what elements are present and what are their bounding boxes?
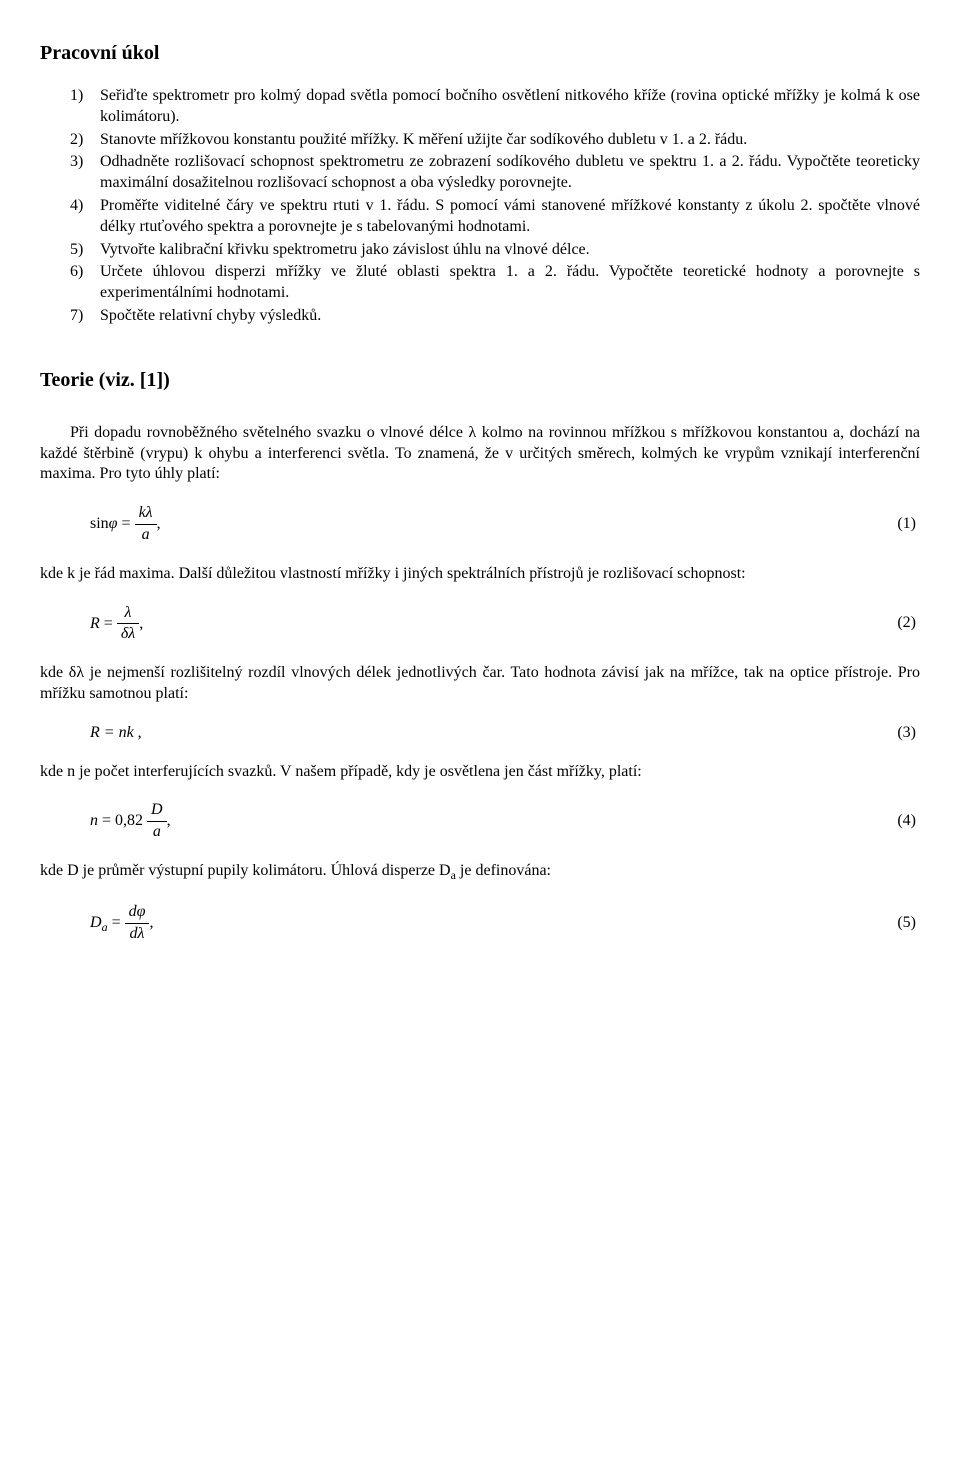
eq5-numerator: dφ — [125, 902, 150, 923]
task-number: 5) — [70, 240, 83, 261]
eq1-equals: = — [122, 515, 131, 532]
task-item: 6) Určete úhlovou disperzi mřížky ve žlu… — [70, 262, 920, 304]
task-number: 4) — [70, 196, 83, 217]
task-text: Určete úhlovou disperzi mřížky ve žluté … — [100, 263, 920, 301]
theory-heading: Teorie (viz. [1]) — [40, 367, 920, 393]
paragraph-after-eq1: kde k je řád maxima. Další důležitou vla… — [40, 564, 920, 585]
eq5-tail: , — [149, 914, 153, 931]
equation-5: Da = dφdλ, (5) — [40, 902, 920, 945]
eq4-tail: , — [167, 812, 171, 829]
equation-1: sinφ = kλa, (1) — [40, 503, 920, 546]
eq1-number: (1) — [897, 514, 920, 535]
equation-4: n = 0,82 Da, (4) — [40, 800, 920, 843]
task-item: 4) Proměřte viditelné čáry ve spektru rt… — [70, 196, 920, 238]
para4-b: je definována: — [456, 862, 551, 879]
eq4-equals: = 0,82 — [98, 812, 143, 829]
eq2-tail: , — [139, 615, 143, 632]
eq1-sin: sin — [90, 515, 109, 532]
eq5-lhs: D — [90, 914, 102, 931]
task-number: 6) — [70, 262, 83, 283]
intro-paragraph: Při dopadu rovnoběžného světelného svazk… — [40, 423, 920, 485]
para4-a: kde D je průměr výstupní pupily kolimáto… — [40, 862, 451, 879]
task-number: 7) — [70, 306, 83, 327]
task-number: 3) — [70, 152, 83, 173]
task-number: 2) — [70, 130, 83, 151]
equation-3: R = nk , (3) — [40, 723, 920, 744]
task-text: Stanovte mřížkovou konstantu použité mří… — [100, 131, 747, 148]
paragraph-after-eq2: kde δλ je nejmenší rozlišitelný rozdíl v… — [40, 663, 920, 705]
eq1-denominator: a — [135, 524, 157, 546]
task-text: Proměřte viditelné čáry ve spektru rtuti… — [100, 197, 920, 235]
task-text: Odhadněte rozlišovací schopnost spektrom… — [100, 153, 920, 191]
tasks-list: 1) Seřiďte spektrometr pro kolmý dopad s… — [70, 86, 920, 327]
task-item: 3) Odhadněte rozlišovací schopnost spekt… — [70, 152, 920, 194]
task-text: Vytvořte kalibrační křivku spektrometru … — [100, 241, 590, 258]
eq4-lhs: n — [90, 812, 98, 829]
eq4-denominator: a — [147, 821, 167, 843]
eq4-numerator: D — [147, 800, 167, 821]
eq2-denominator: δλ — [117, 623, 139, 645]
eq1-tail: , — [157, 515, 161, 532]
eq4-number: (4) — [897, 811, 920, 832]
task-text: Spočtěte relativní chyby výsledků. — [100, 307, 321, 324]
eq2-equals: = — [100, 615, 117, 632]
task-item: 7) Spočtěte relativní chyby výsledků. — [70, 306, 920, 327]
paragraph-after-eq4: kde D je průměr výstupní pupily kolimáto… — [40, 861, 920, 884]
eq5-denominator: dλ — [125, 923, 150, 945]
task-number: 1) — [70, 86, 83, 107]
eq2-numerator: λ — [117, 603, 139, 624]
equation-2: R = λδλ, (2) — [40, 603, 920, 646]
eq2-lhs: R — [90, 615, 100, 632]
paragraph-after-eq3: kde n je počet interferujících svazků. V… — [40, 762, 920, 783]
eq3-body: R = nk , — [90, 724, 142, 741]
eq5-equals: = — [108, 914, 125, 931]
task-item: 2) Stanovte mřížkovou konstantu použité … — [70, 130, 920, 151]
eq5-number: (5) — [897, 913, 920, 934]
eq2-number: (2) — [897, 613, 920, 634]
task-text: Seřiďte spektrometr pro kolmý dopad svět… — [100, 87, 920, 125]
tasks-heading: Pracovní úkol — [40, 40, 920, 66]
task-item: 1) Seřiďte spektrometr pro kolmý dopad s… — [70, 86, 920, 128]
eq3-number: (3) — [897, 723, 920, 744]
eq1-numerator: kλ — [135, 503, 157, 524]
eq1-phi: φ — [109, 515, 118, 532]
task-item: 5) Vytvořte kalibrační křivku spektromet… — [70, 240, 920, 261]
